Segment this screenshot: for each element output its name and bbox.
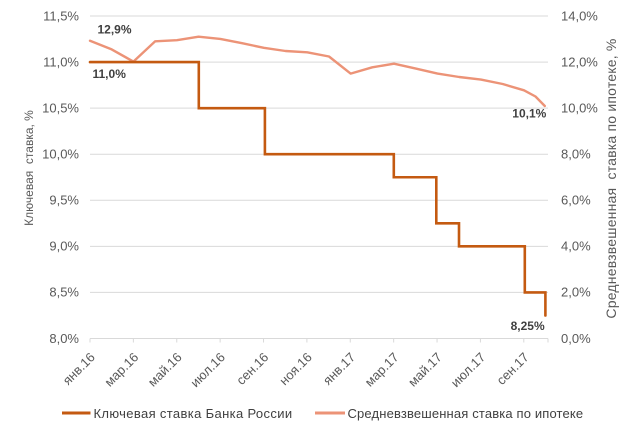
svg-text:8,0%: 8,0%: [561, 147, 591, 162]
svg-text:10,0%: 10,0%: [42, 147, 79, 162]
svg-text:8,5%: 8,5%: [49, 285, 79, 300]
svg-text:10,0%: 10,0%: [561, 100, 598, 115]
svg-text:2,0%: 2,0%: [561, 285, 591, 300]
svg-text:8,25%: 8,25%: [511, 319, 545, 333]
svg-text:Средневзвешенная ставка по ипо: Средневзвешенная ставка по ипотеке: [348, 406, 584, 421]
svg-text:10,5%: 10,5%: [42, 100, 79, 115]
svg-text:9,0%: 9,0%: [49, 239, 79, 254]
svg-text:14,0%: 14,0%: [561, 8, 598, 23]
svg-text:12,9%: 12,9%: [98, 23, 132, 37]
svg-text:9,5%: 9,5%: [49, 193, 79, 208]
svg-text:8,0%: 8,0%: [49, 331, 79, 346]
svg-text:6,0%: 6,0%: [561, 193, 591, 208]
svg-text:Ключевая ставка, %: Ключевая ставка, %: [22, 110, 36, 226]
svg-text:10,1%: 10,1%: [512, 106, 546, 120]
svg-text:Средневзвешенная ставка по ип: Средневзвешенная ставка по ипотеке, %: [603, 38, 619, 318]
svg-text:11,0%: 11,0%: [43, 54, 79, 69]
svg-text:Ключевая ставка Банка России: Ключевая ставка Банка России: [94, 406, 293, 421]
svg-text:11,0%: 11,0%: [93, 67, 127, 81]
svg-text:4,0%: 4,0%: [561, 239, 591, 254]
svg-text:12,0%: 12,0%: [561, 54, 598, 69]
svg-text:11,5%: 11,5%: [43, 8, 79, 23]
svg-text:0,0%: 0,0%: [561, 331, 591, 346]
